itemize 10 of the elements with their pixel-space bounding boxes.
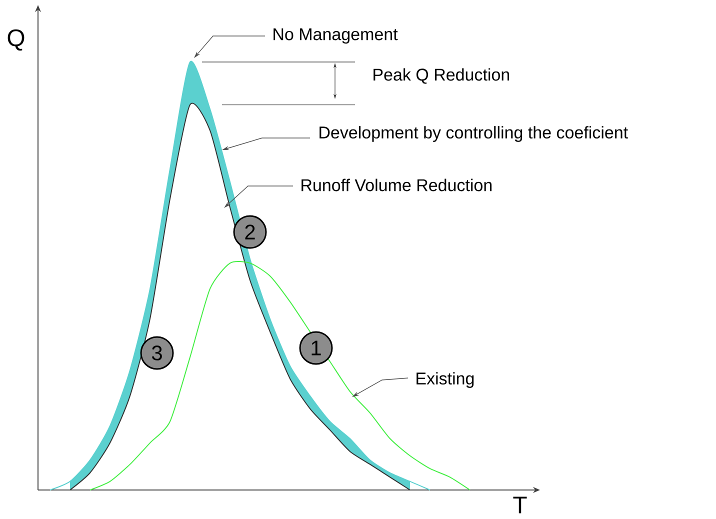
annotation: 2 (245, 224, 255, 240)
annotation: 3 (152, 346, 162, 360)
annotation: Runoff Volume Reduction (302, 178, 492, 192)
annotation: Peak Q Reduction (374, 68, 510, 84)
text: No Management (274, 28, 398, 44)
annotation: Existing (416, 372, 474, 388)
annotation: Development by controlling the coeficient (320, 126, 628, 142)
y-axis-title: Q (8, 29, 24, 51)
x-axis-title: T (513, 496, 527, 514)
annotation: 1 (312, 340, 321, 356)
